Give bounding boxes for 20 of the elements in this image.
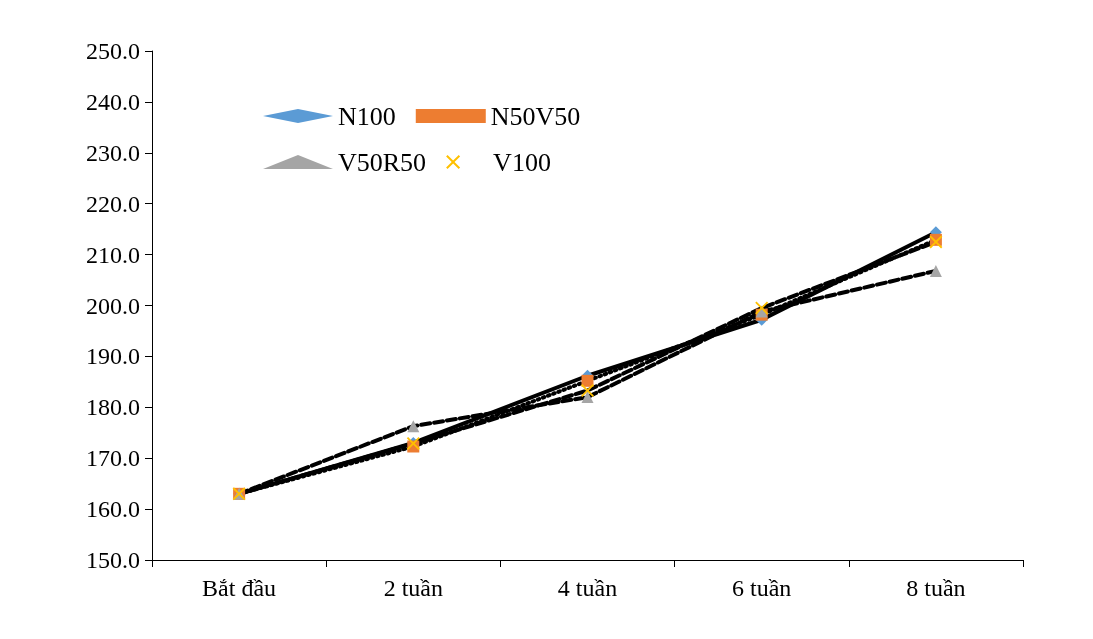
y-tick-label: 170.0 xyxy=(86,445,140,472)
x-tick-label: 4 tuần xyxy=(557,575,618,601)
y-tick-label: 250.0 xyxy=(86,38,140,64)
y-tick-label: 180.0 xyxy=(86,394,140,421)
x-tick-label: Bắt đầu xyxy=(202,575,277,601)
y-tick-label: 240.0 xyxy=(86,88,140,115)
y-tick-label: 220.0 xyxy=(86,190,140,217)
y-tick-label: 200.0 xyxy=(86,292,140,319)
y-tick-label: 190.0 xyxy=(86,343,140,370)
x-tick-label: 8 tuần xyxy=(906,575,966,601)
y-tick-label: 210.0 xyxy=(86,241,140,268)
legend-label: V50R50 xyxy=(338,147,427,177)
x-tick-label: 6 tuần xyxy=(732,575,792,601)
y-tick-label: 150.0 xyxy=(86,547,140,573)
legend-label: N50V50 xyxy=(490,101,581,131)
y-tick-label: 160.0 xyxy=(86,496,140,523)
x-tick-label: 2 tuần xyxy=(383,575,443,601)
legend-label: N100 xyxy=(338,101,396,131)
legend-label: V100 xyxy=(493,147,551,177)
y-tick-label: 230.0 xyxy=(86,139,140,166)
